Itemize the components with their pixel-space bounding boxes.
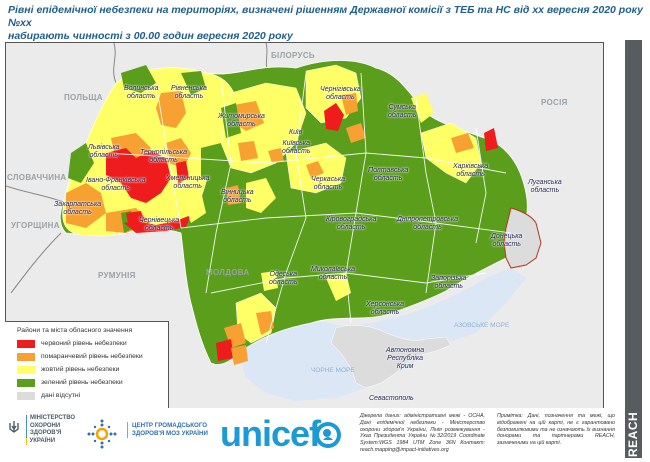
country-label-slovakia: СЛОВАЧЧИНА [7,173,67,182]
trident-icon [9,421,19,433]
oblast-label-sumy: Сумська область [388,104,417,119]
oblast-label-lviv: Львівська область [88,144,120,159]
oblast-label-chernivtsi: Чернівецька область [139,217,180,232]
region-label-crimea: Автономна Республіка Крим [386,347,425,370]
public-health-center-text: ЦЕНТР ГРОМАДСЬКОГО ЗДОРОВ'Я МОЗ УКРАЇНИ [127,422,208,438]
oblast-label-khmelnytskyi: Хмельницька область [166,175,210,190]
oblast-label-kharkiv: Харківська область [453,163,489,178]
oblast-label-odesa: Одеська область [269,271,298,286]
country-label-romania: РУМУНІЯ [98,271,136,280]
country-label-russia: РОСІЯ [541,98,568,107]
map-title: Рівні епідемічної небезпеки на територія… [8,4,648,43]
legend-swatch-orange [17,352,35,361]
legend-swatch-yellow [17,365,35,374]
ukraine-map [6,43,603,408]
legend-swatch-green [17,378,35,387]
reach-logo: REACH [626,411,640,457]
country-label-poland: ПОЛЬЩА [64,93,103,102]
sea-label-azov: АЗОВСЬКЕ МОРЕ [454,322,510,329]
oblast-label-zhytomyr: Житомирська область [218,113,265,128]
legend-title: Райони та міста обласного значення [17,327,133,334]
oblast-label-poltava: Полтавська область [368,167,409,182]
footer: МІНІСТЕРСТВО ОХОРОНИ ЗДОРОВ'Я УКРАЇНИ ЦЕ… [0,408,620,462]
oblast-label-kyiv: Київська область [282,140,311,155]
country-label-hungary: УГОРЩИНА [11,221,60,230]
oblast-label-zakarpattia: Закарпатська область [54,201,102,216]
legend-item-nodata: дані відсутні [17,390,80,401]
oblast-label-ivano-frankivsk: Івано-Франківська область [86,177,146,192]
title-line-2: набирають чинності з 00.00 годин вересня… [8,30,293,42]
oblast-label-dnipro: Дніпропетровська область [397,216,459,231]
disclaimer-note: Примітка: Дані, позначення та межі, що в… [497,413,615,447]
city-label-sevastopol: Севастополь [369,395,414,402]
reach-sidebar [625,40,642,458]
title-line-1: Рівні епідемічної небезпеки на територія… [8,4,643,29]
legend-item-red: червоний рівень небезпеки [17,338,127,349]
map-legend: Райони та міста обласного значення черво… [5,321,169,408]
oblast-label-chernihiv: Чернігівська область [320,86,361,101]
legend-item-green: зелений рівень небезпеки [17,377,123,388]
oblast-label-luhansk: Луганська область [528,179,562,194]
public-health-center-icon [87,419,117,449]
legend-swatch-red [17,339,35,348]
oblast-label-rivne: Рівненська область [171,85,207,100]
country-label-moldova: МОЛДОВА [206,268,250,277]
oblast-label-kirovohrad: Кіровоградська область [326,216,377,231]
sea-label-black: ЧОРНЕ МОРЕ [311,367,355,374]
oblast-label-volyn: Волинська область [124,85,159,100]
legend-item-orange: помаранчевий рівень небезпеки [17,351,143,362]
oblast-label-kherson: Херсонська область [366,301,405,316]
moh-logo-text: МІНІСТЕРСТВО ОХОРОНИ ЗДОРОВ'Я УКРАЇНИ [25,415,75,445]
legend-swatch-nodata [17,391,35,400]
oblast-label-kyiv-city: Київ [289,129,303,136]
country-label-belarus: БІЛОРУСЬ [271,51,315,60]
legend-item-yellow: жовтий рівень небезпеки [17,364,119,375]
data-sources-text: Джерела даних: адміністративні межі - OC… [360,413,485,453]
oblast-label-mykolaiv: Миколаївська область [311,266,356,281]
unicef-wordmark: unicef [220,413,321,454]
oblast-label-cherkasy: Черкаська область [311,176,346,191]
oblast-label-zaporizhzhia: Запорізька область [431,275,467,290]
oblast-label-donetsk: Донецька область [491,233,523,248]
map-frame[interactable]: ПОЛЬЩА БІЛОРУСЬ РОСІЯ СЛОВАЧЧИНА УГОРЩИН… [5,42,604,409]
oblast-label-ternopil: Тернопільська область [140,149,187,164]
oblast-label-vinnytsia: Вінницька область [221,189,254,204]
unicef-emblem-icon [315,422,341,448]
